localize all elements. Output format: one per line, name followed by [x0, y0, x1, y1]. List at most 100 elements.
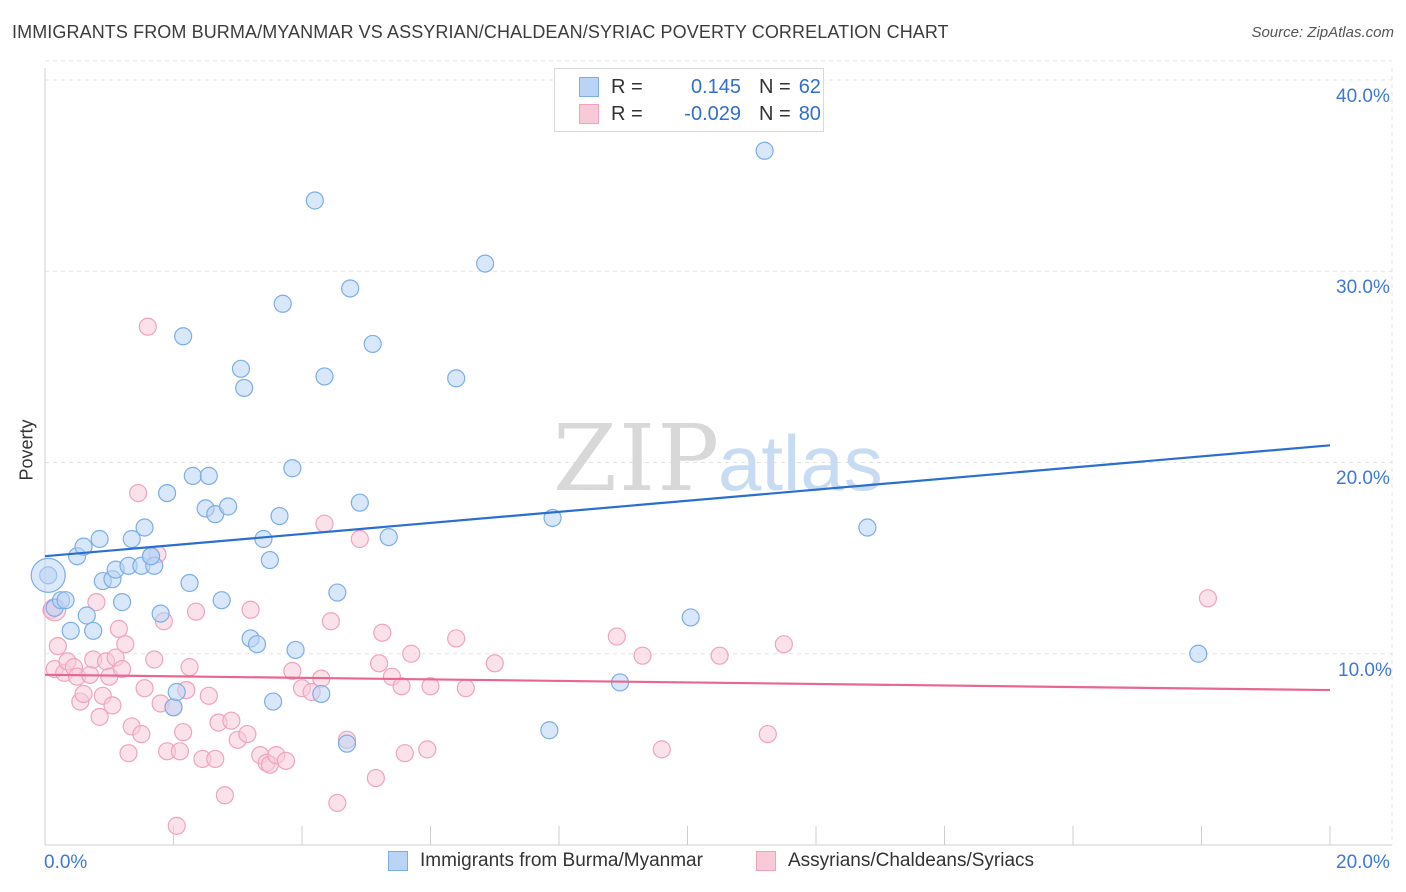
point-burma-46: [328, 583, 347, 602]
point-assyrian-34: [170, 742, 190, 761]
point-assyrian-21: [119, 744, 138, 763]
point-assyrian-20: [116, 635, 135, 654]
point-assyrian-57: [315, 514, 334, 533]
point-assyrian-24: [132, 724, 151, 744]
point-assyrian-53: [283, 661, 302, 681]
axes: [44, 68, 1392, 846]
point-assyrian-61: [350, 529, 369, 549]
point-burma-48: [341, 279, 360, 298]
point-assyrian-19: [112, 659, 132, 679]
point-assyrian-16: [103, 696, 122, 715]
point-burma-15: [122, 529, 141, 549]
point-burma-22: [164, 698, 183, 717]
series-assyrian-points: [42, 317, 1218, 835]
point-burma-39: [270, 506, 289, 526]
point-assyrian-79: [774, 635, 793, 654]
watermark-zip: ZIP: [553, 405, 721, 512]
point-burma-21: [157, 484, 177, 503]
point-assyrian-23: [129, 484, 148, 503]
point-burma-42: [286, 640, 305, 660]
point-burma-57: [681, 608, 700, 627]
point-assyrian-63: [370, 654, 389, 673]
point-assyrian-64: [373, 623, 392, 642]
legend-r-label: R =: [611, 75, 643, 98]
point-burma-17: [135, 518, 154, 537]
point-assyrian-33: [167, 816, 186, 835]
point-assyrian-67: [395, 744, 414, 763]
point-burma-9: [90, 529, 109, 549]
point-burma-58: [755, 141, 774, 160]
point-burma-23: [167, 682, 186, 702]
point-burma-51: [379, 527, 398, 547]
point-assyrian-71: [447, 629, 466, 648]
legend-r-value-burma: 0.145: [690, 75, 741, 98]
legend-item-assyrian: Assyrians/Chaldeans/Syriacs: [756, 850, 1034, 872]
legend-swatch-burma: [388, 851, 408, 871]
point-assyrian-70: [421, 677, 440, 696]
point-assyrian-46: [238, 724, 257, 744]
point-burma-large: [30, 557, 66, 593]
point-assyrian-59: [328, 793, 347, 813]
point-burma-38: [263, 692, 283, 711]
legend-n-label: N =: [759, 75, 791, 98]
point-burma-33: [235, 378, 254, 398]
legend-r-value-assyrian: -0.029: [684, 102, 741, 125]
legend-n-value-burma: 62: [798, 75, 821, 98]
point-assyrian-27: [145, 650, 164, 669]
point-burma-47: [337, 734, 357, 753]
point-assyrian-38: [186, 602, 206, 621]
y-axis-title: Poverty: [16, 419, 37, 481]
watermark: ZIP atlas: [553, 405, 883, 512]
stats-legend: R = 0.145 N = 62 R = -0.029 N = 80: [554, 68, 824, 132]
point-burma-36: [254, 529, 273, 549]
point-burma-59: [858, 518, 877, 537]
y-tick-label-30: 30.0%: [1336, 277, 1390, 298]
chart-title: IMMIGRANTS FROM BURMA/MYANMAR VS ASSYRIA…: [12, 22, 949, 42]
point-assyrian-35: [174, 723, 193, 742]
legend-n-label: N =: [759, 102, 791, 125]
point-burma-40: [273, 294, 292, 313]
point-assyrian-73: [485, 654, 504, 673]
point-assyrian-18: [109, 619, 128, 638]
x-tick-label-max: 20.0%: [1336, 852, 1390, 873]
legend-n-value-assyrian: 80: [798, 102, 821, 125]
point-burma-28: [199, 466, 218, 485]
point-assyrian-74: [607, 627, 626, 646]
point-assyrian-44: [222, 711, 241, 730]
point-assyrian-25: [135, 679, 154, 698]
point-assyrian-58: [321, 612, 341, 631]
y-tick-label-40: 40.0%: [1336, 86, 1390, 107]
point-assyrian-77: [710, 646, 729, 665]
trend-line-assyrian: [44, 673, 1331, 692]
trend-lines: [44, 444, 1331, 692]
point-burma-7: [77, 606, 96, 625]
point-burma-20: [151, 604, 170, 623]
point-burma-35: [247, 635, 267, 654]
point-assyrian-47: [241, 600, 260, 619]
point-burma-24: [174, 327, 193, 346]
y-tick-label-10: 10.0%: [1338, 660, 1392, 681]
legend-row-assyrian: R = -0.029 N = 80: [579, 102, 821, 126]
watermark-atlas: atlas: [718, 419, 883, 507]
point-burma-3: [56, 591, 75, 610]
chart-source: Source: ZipAtlas.com: [1251, 24, 1394, 41]
point-assyrian-11: [87, 593, 106, 612]
point-assyrian-26: [138, 317, 157, 336]
point-burma-52: [447, 369, 466, 388]
legend-item-burma: Immigrants from Burma/Myanmar: [388, 850, 703, 872]
point-assyrian-76: [652, 740, 671, 759]
point-assyrian-12: [90, 707, 109, 726]
point-assyrian-68: [402, 644, 421, 663]
point-assyrian-78: [758, 724, 777, 744]
legend-swatch-burma: [579, 77, 599, 97]
point-burma-30: [212, 591, 231, 610]
point-assyrian-37: [180, 658, 199, 677]
point-burma-6: [74, 537, 93, 556]
legend-swatch-assyrian: [756, 851, 776, 871]
point-burma-8: [84, 621, 103, 640]
point-assyrian-41: [206, 749, 225, 769]
point-burma-31: [219, 497, 238, 516]
trend-line-burma: [44, 444, 1331, 558]
legend-r-label: R =: [611, 102, 643, 125]
